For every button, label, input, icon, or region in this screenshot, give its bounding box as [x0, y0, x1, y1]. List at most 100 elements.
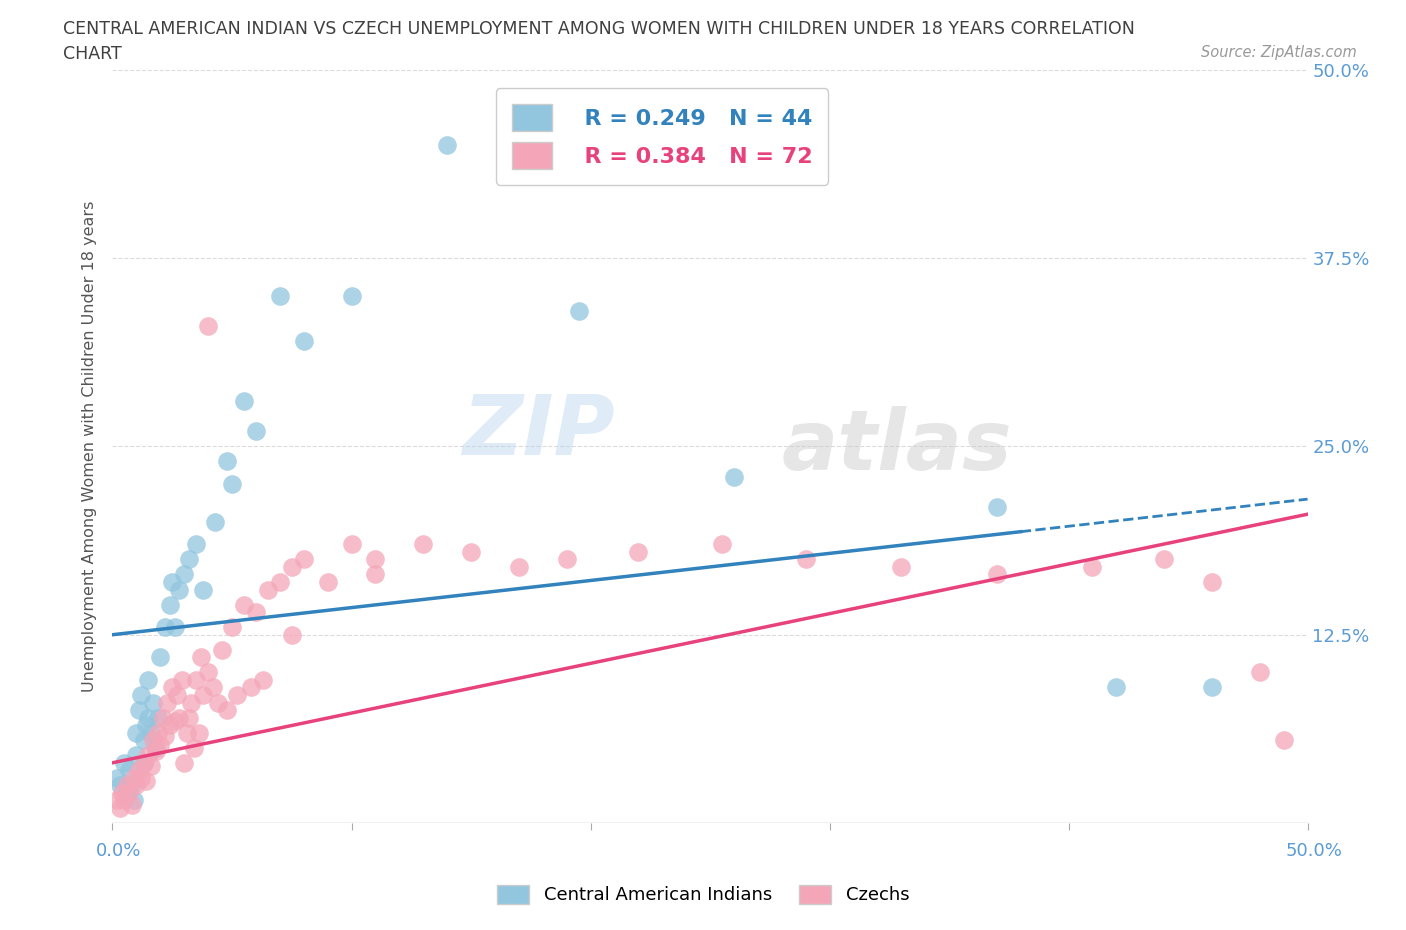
Point [207, 695, 229, 710]
Point [364, 552, 387, 567]
Point [627, 544, 650, 559]
Point [292, 552, 315, 567]
Point [211, 643, 233, 658]
Point [132, 755, 155, 770]
Point [364, 567, 387, 582]
Point [122, 770, 145, 785]
Point [292, 334, 315, 349]
Point [135, 718, 157, 733]
Point [138, 672, 160, 687]
Point [118, 763, 141, 777]
Point [217, 454, 239, 469]
Point [173, 567, 195, 582]
Point [217, 703, 239, 718]
Y-axis label: Unemployment Among Women with Children Under 18 years: Unemployment Among Women with Children U… [82, 201, 97, 692]
Point [197, 665, 219, 680]
Point [129, 770, 152, 785]
Point [159, 718, 181, 733]
Point [436, 138, 458, 153]
Point [340, 288, 363, 303]
Point [114, 793, 135, 808]
Point [169, 711, 191, 725]
Point [125, 748, 148, 763]
Point [233, 597, 256, 612]
Point [138, 711, 160, 725]
Point [145, 743, 167, 758]
Point [186, 672, 208, 687]
Point [138, 748, 160, 763]
Point [281, 560, 304, 575]
Point [132, 733, 155, 748]
Point [173, 755, 195, 770]
Point [111, 786, 134, 801]
Point [135, 774, 157, 789]
Point [121, 798, 143, 813]
Point [142, 733, 165, 748]
Point [105, 770, 128, 785]
Text: ZIP: ZIP [461, 391, 614, 472]
Point [159, 597, 181, 612]
Point [139, 758, 162, 773]
Point [129, 687, 152, 702]
Point [169, 582, 191, 597]
Point [1153, 552, 1175, 567]
Point [132, 755, 155, 770]
Point [146, 711, 169, 725]
Point [221, 477, 243, 492]
Point [1105, 680, 1128, 695]
Point [197, 318, 219, 333]
Point [269, 575, 291, 590]
Text: Source: ZipAtlas.com: Source: ZipAtlas.com [1201, 45, 1357, 60]
Text: CENTRAL AMERICAN INDIAN VS CZECH UNEMPLOYMENT AMONG WOMEN WITH CHILDREN UNDER 18: CENTRAL AMERICAN INDIAN VS CZECH UNEMPLO… [63, 20, 1135, 38]
Point [183, 740, 205, 755]
Point [1201, 680, 1223, 695]
Point [986, 499, 1008, 514]
Point [162, 575, 183, 590]
Point [201, 680, 224, 695]
Point [180, 695, 202, 710]
Legend:   R = 0.249   N = 44,   R = 0.384   N = 72: R = 0.249 N = 44, R = 0.384 N = 72 [496, 88, 828, 185]
Point [108, 777, 131, 792]
Point [149, 650, 172, 665]
Text: CHART: CHART [63, 45, 122, 62]
Point [153, 728, 176, 743]
Point [149, 737, 172, 752]
Point [128, 703, 150, 718]
Point [221, 619, 243, 634]
Text: 0.0%: 0.0% [96, 842, 141, 860]
Point [316, 575, 339, 590]
Point [125, 777, 148, 792]
Point [257, 582, 280, 597]
Point [460, 544, 482, 559]
Point [163, 619, 186, 634]
Point [245, 604, 267, 619]
Point [125, 725, 148, 740]
Point [723, 469, 745, 484]
Point [986, 567, 1008, 582]
Point [187, 725, 209, 740]
Point [170, 672, 193, 687]
Point [252, 672, 274, 687]
Point [190, 650, 212, 665]
Point [122, 793, 145, 808]
Point [555, 552, 578, 567]
Point [156, 695, 179, 710]
Point [115, 777, 138, 792]
Point [121, 777, 143, 792]
Point [508, 560, 530, 575]
Point [142, 695, 165, 710]
Point [145, 740, 167, 755]
Point [114, 755, 135, 770]
Point [139, 725, 162, 740]
Text: 50.0%: 50.0% [1286, 842, 1343, 860]
Point [193, 687, 215, 702]
Point [1201, 575, 1223, 590]
Point [115, 786, 138, 801]
Point [204, 514, 226, 529]
Point [177, 711, 200, 725]
Point [233, 393, 256, 408]
Point [245, 424, 267, 439]
Point [166, 687, 188, 702]
Text: atlas: atlas [782, 405, 1012, 487]
Point [240, 680, 263, 695]
